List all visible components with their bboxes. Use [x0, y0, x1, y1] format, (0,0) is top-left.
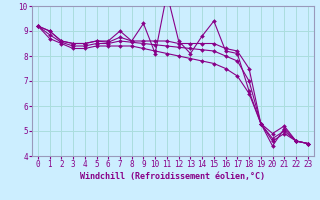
X-axis label: Windchill (Refroidissement éolien,°C): Windchill (Refroidissement éolien,°C) — [80, 172, 265, 181]
